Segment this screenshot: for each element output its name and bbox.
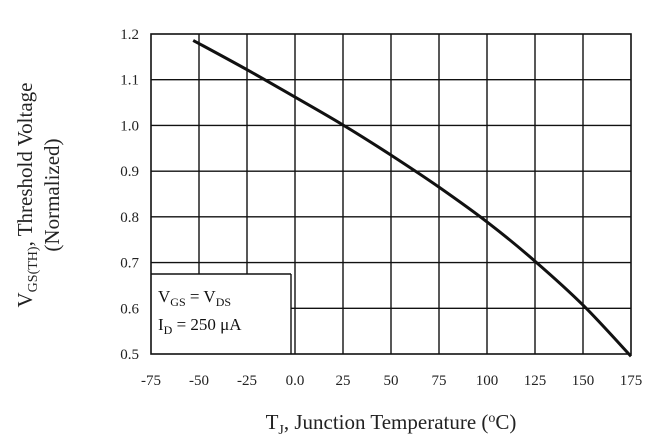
y-tick-label: 1.0 — [120, 118, 139, 134]
y-tick-label: 0.7 — [120, 256, 139, 272]
x-tick-labels: -75 -50 -25 0.0 25 50 75 100 125 150 175 — [141, 373, 642, 389]
x-tick-label: 100 — [476, 373, 499, 389]
y-tick-label: 0.6 — [120, 301, 139, 317]
x-tick-label: 50 — [384, 373, 399, 389]
y-tick-labels: 0.5 0.6 0.7 0.8 0.9 1.0 1.1 1.2 — [120, 27, 139, 363]
y-tick-label: 0.8 — [120, 210, 139, 226]
grid — [151, 34, 631, 354]
x-tick-label: 150 — [572, 373, 595, 389]
y-tick-label: 1.2 — [120, 27, 139, 43]
x-tick-label: 25 — [336, 373, 351, 389]
x-tick-label: -50 — [189, 373, 209, 389]
annotation-box — [151, 274, 291, 354]
y-axis-label: VGS(TH), Threshold Voltage — [13, 83, 41, 308]
x-axis-label: TJ, Junction Temperature (oC) — [266, 410, 517, 438]
annotation-line2: ID = 250 μA — [158, 315, 242, 337]
x-tick-label: 0.0 — [286, 373, 305, 389]
plot-frame — [150, 33, 632, 355]
y-axis-label-line2: (Normalized) — [40, 138, 64, 251]
x-tick-label: 75 — [432, 373, 447, 389]
y-tick-label: 0.9 — [120, 164, 139, 180]
x-tick-label: -25 — [237, 373, 257, 389]
x-tick-label: -75 — [141, 373, 161, 389]
series-curve — [192, 39, 633, 358]
x-tick-label: 125 — [524, 373, 547, 389]
y-tick-label: 1.1 — [120, 73, 139, 89]
y-tick-label: 0.5 — [120, 347, 139, 363]
annotation-line1: VGS = VDS — [158, 287, 231, 309]
x-tick-label: 175 — [620, 373, 643, 389]
